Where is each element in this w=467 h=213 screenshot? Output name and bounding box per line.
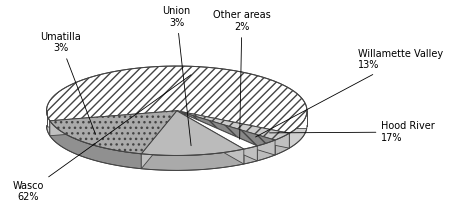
Polygon shape [142,149,244,170]
Polygon shape [50,111,177,136]
Polygon shape [142,111,177,169]
Polygon shape [257,140,275,161]
Polygon shape [177,111,257,149]
Polygon shape [50,111,177,154]
Polygon shape [47,112,307,148]
Polygon shape [177,111,289,148]
Polygon shape [244,146,257,164]
Polygon shape [142,111,244,155]
Polygon shape [177,111,275,146]
Text: Other areas
2%: Other areas 2% [213,10,271,139]
Polygon shape [50,121,142,169]
Polygon shape [275,133,289,155]
Polygon shape [47,66,307,133]
Polygon shape [177,111,275,155]
Text: Hood River
17%: Hood River 17% [269,121,435,143]
Text: Union
3%: Union 3% [163,6,191,146]
Text: Wasco
62%: Wasco 62% [12,75,191,203]
Polygon shape [177,111,289,140]
Text: Willamette Valley
13%: Willamette Valley 13% [255,49,443,137]
Polygon shape [177,111,244,164]
Polygon shape [177,111,257,161]
Text: Umatilla
3%: Umatilla 3% [40,32,96,134]
